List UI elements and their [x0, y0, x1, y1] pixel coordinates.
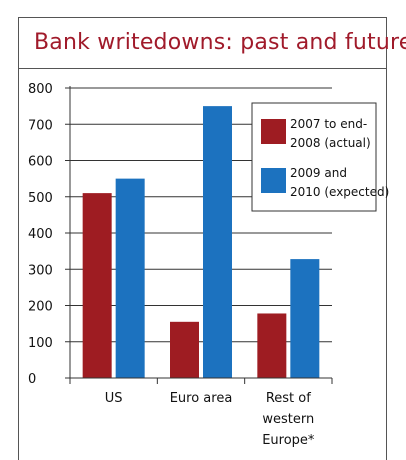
x-tick-label: Europe*: [262, 433, 315, 448]
legend-label: 2010 (expected): [290, 185, 389, 199]
y-tick-label: 300: [28, 263, 53, 278]
y-tick-label: 400: [28, 227, 53, 242]
x-tick-label: Rest of: [266, 391, 311, 406]
y-tick-label: 0: [28, 372, 36, 387]
y-tick-label: 200: [28, 300, 53, 315]
chart-frame: [18, 17, 387, 460]
y-tick-label: 100: [28, 336, 53, 351]
bar-actual: [170, 321, 199, 378]
legend-swatch: [261, 168, 286, 193]
bar-expected: [203, 106, 232, 378]
bar-expected: [290, 259, 320, 378]
y-tick-label: 500: [28, 191, 53, 206]
legend-label: 2009 and: [290, 166, 347, 180]
legend-label: 2007 to end-: [290, 117, 367, 131]
bar-actual: [257, 313, 287, 378]
x-tick-label: US: [105, 391, 123, 406]
legend-swatch: [261, 119, 286, 144]
bar-expected: [115, 178, 145, 378]
title-divider: [18, 68, 387, 69]
y-tick-label: 600: [28, 155, 53, 170]
bar-actual: [82, 193, 112, 378]
x-tick-label: Euro area: [170, 391, 233, 406]
y-tick-label: 700: [28, 118, 53, 133]
x-tick-label: western: [262, 412, 314, 427]
chart-title: Bank writedowns: past and future: [34, 30, 406, 55]
legend-label: 2008 (actual): [290, 136, 371, 150]
y-tick-label: 800: [28, 82, 53, 97]
